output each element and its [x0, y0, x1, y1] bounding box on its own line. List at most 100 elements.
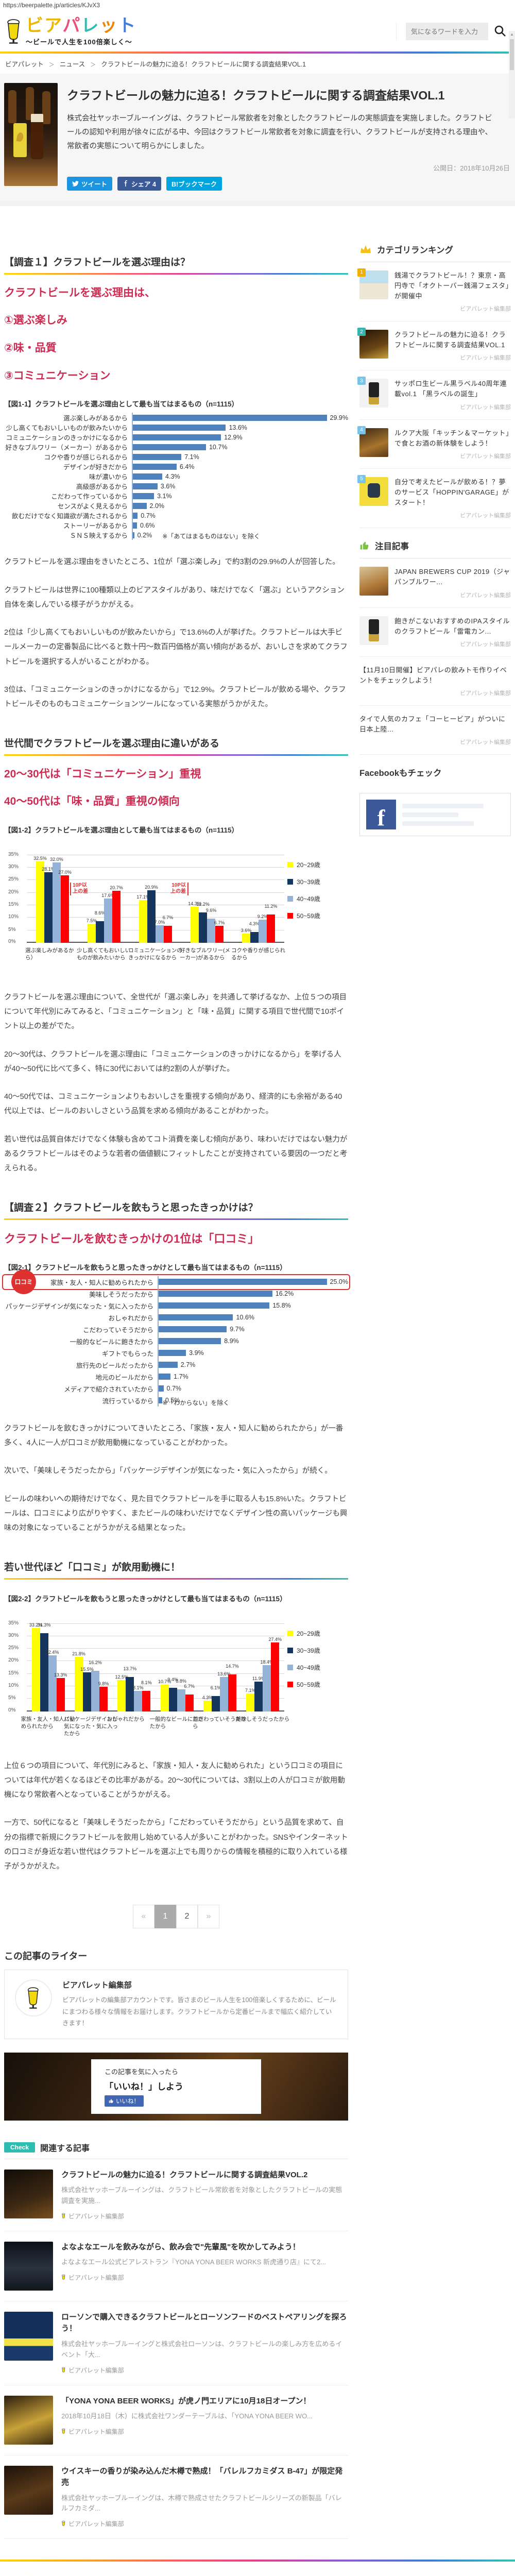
ranking-item[interactable]: 4 ルクア大阪「キッチン＆マーケット」で食とお酒の新体験をしよう！ ビアパレット編…	[357, 420, 511, 469]
breadcrumb-home[interactable]: ビアパレット	[5, 61, 44, 68]
category-label: ストーリーがあるから	[63, 522, 128, 530]
featured-item[interactable]: JAPAN BREWERS CUP 2019（ジャパンブルワー... ビアパレット…	[359, 558, 511, 608]
ranking-title[interactable]: サッポロ生ビール黒ラベル40周年連載vol.1 「黒ラベルの誕生」	[394, 380, 507, 398]
related-title[interactable]: よなよなエールを飲みながら、飲み会で"先輩風"を吹かしてみよう！	[61, 2242, 300, 2251]
facebook-plugin[interactable]: f	[359, 793, 511, 837]
value-label: 11.9%	[252, 1675, 265, 1681]
pagination-next[interactable]: »	[198, 1905, 219, 1929]
ranking-title[interactable]: ルクア大阪「キッチン＆マーケット」で食とお酒の新体験をしよう！	[394, 429, 510, 447]
value-label: 9.8%	[98, 1681, 109, 1686]
category-label: 美味しそうだったから	[235, 1716, 290, 1722]
value-label: 15.5%	[80, 1667, 94, 1672]
value-label: 12.2%	[196, 901, 210, 907]
related-article[interactable]: ウイスキーの香りが染み込んだ木樽で熟成！「バレルフカミダス B-47」が限定発売…	[4, 2455, 348, 2539]
value-label: 8.1%	[141, 1680, 152, 1686]
category-label: 旅行先のビールだったから	[76, 1362, 153, 1369]
bar: 7.0%	[154, 920, 165, 943]
y-tick-label: 0%	[8, 1707, 16, 1713]
facebook-share-button[interactable]: シェア 4	[117, 176, 161, 191]
writer-name[interactable]: ビアパレット編集部	[62, 1981, 132, 1990]
y-tick-label: 25%	[8, 876, 19, 883]
ranking-item[interactable]: 5 自分で考えたビールが飲める！？夢のサービス「HOPPIN'GARAGE」がス…	[357, 469, 511, 529]
related-article[interactable]: 「YONA YONA BEER WORKS」が虎ノ門エリアに10月18日オープン…	[4, 2385, 348, 2455]
article-thumbnail	[4, 2169, 53, 2218]
featured-item[interactable]: タイで人気のカフェ「コーヒービア」がついに日本上陸... ビアパレット編集部	[359, 706, 511, 755]
chart-row: メディアで紹介されていたから 0.7%	[4, 1382, 348, 1395]
facebook-like-button[interactable]: いいね！	[105, 2095, 144, 2107]
value-label: 8.8%	[176, 1678, 186, 1684]
related-title[interactable]: 「YONA YONA BEER WORKS」が虎ノ門エリアに10月18日オープン…	[61, 2396, 311, 2405]
chart-row: 地元のビールだから 1.7%	[4, 1370, 348, 1383]
featured-title[interactable]: タイで人気のカフェ「コーヒービア」がついに日本上陸...	[359, 715, 506, 734]
pagination-page-2[interactable]: 2	[176, 1905, 198, 1929]
breadcrumb-news[interactable]: ニュース	[59, 61, 85, 68]
related-article[interactable]: よなよなエールを飲みながら、飲み会で"先輩風"を吹かしてみよう！ よなよなエール…	[4, 2231, 348, 2301]
related-excerpt: よなよなエール公式ビアレストラン『YONA YONA BEER WORKS 新虎…	[61, 2258, 327, 2266]
pagination-prev[interactable]: «	[133, 1905, 154, 1929]
share-buttons: ツイート シェア 4 B!ブックマーク	[67, 176, 510, 191]
ranking-item[interactable]: 3 サッポロ生ビール黒ラベル40周年連載vol.1 「黒ラベルの誕生」 ビアパレッ…	[357, 370, 511, 420]
main-content: 【調査１】クラフトビールを選ぶ理由は？ クラフトビールを選ぶ理由は、 ①選ぶ楽し…	[2, 206, 350, 2539]
bar: 9.8%	[98, 1681, 109, 1711]
paragraph: クラフトビールを飲むきっかけについてきいたところ、「家族・友人・知人に勧められた…	[4, 1424, 344, 1448]
related-article[interactable]: ローソンで購入できるクラフトビールとローソンフードのベストペアリングを探ろう！ …	[4, 2301, 348, 2385]
bar: 6.1%	[211, 1685, 221, 1711]
value-label: 32.0%	[50, 857, 63, 862]
category-label: 選ぶ楽しみがあるから）	[25, 947, 74, 961]
bar: 33.2%	[29, 1622, 42, 1711]
category-label: コクや香りが感じられるから	[44, 454, 128, 462]
hatena-bookmark-button[interactable]: B!ブックマーク	[166, 176, 222, 191]
featured-item[interactable]: 飽きがこないおすすめのIPAスタイルのクラフトビール「雷電カン... ビアパレット…	[359, 608, 511, 657]
scrollbar-thumb[interactable]	[510, 39, 514, 70]
legend-swatch	[287, 878, 293, 885]
survey1-lead-1: ①選ぶ楽しみ	[4, 314, 67, 327]
y-tick-label: 0%	[8, 938, 16, 944]
legend-swatch	[287, 1630, 293, 1636]
ranking-title[interactable]: 自分で考えたビールが飲める！？夢のサービス「HOPPIN'GARAGE」がスター…	[394, 478, 509, 507]
chart-row: 一般的なビールに飽きたから 8.9%	[4, 1335, 348, 1347]
beer-icon	[62, 2367, 65, 2372]
search-input[interactable]	[406, 23, 488, 40]
bar	[159, 1302, 270, 1309]
bar	[159, 1385, 164, 1392]
category-label: こだわっていそうだから	[192, 1716, 247, 1730]
value-label: 7.0%	[154, 919, 165, 925]
ranking-item[interactable]: 2 クラフトビールの魅力に迫る！クラフトビールに関する調査結果VOL.1 ビアパレ…	[357, 321, 511, 371]
bar-group: 21.8% 15.5% 16.2% 9.8% パッケージデザインが気になった・気に入った…	[64, 1651, 118, 1737]
category-label: コクや香りが感じられるから	[231, 947, 285, 961]
search-button[interactable]	[493, 25, 507, 38]
scrollbar-up-icon[interactable]: ▲	[510, 32, 514, 37]
chart-fig2-2: 【図2-2】クラフトビールを飲もうと思ったきっかけとして最も当てはまるもの（n=…	[4, 1593, 348, 1745]
paragraph: 若い世代は品質自体だけでなく体験も含めてコト消費を楽しむ傾向があり、味わいだけで…	[4, 1135, 348, 1173]
featured-item[interactable]: 【11月10日開催】ビアパレの飲みトモ作りイベントをチェックしよう！ ビアパレット…	[359, 657, 511, 706]
value-label: 29.9%	[330, 414, 348, 421]
bar	[133, 463, 177, 470]
site-logo[interactable]: ビアパレット ～ビールで人生を100倍楽しく～	[5, 16, 136, 46]
related-author: ビアパレット編集部	[61, 2366, 348, 2375]
value-label: 31.3%	[37, 1622, 51, 1628]
ranking-title[interactable]: 銭湯でクラフトビール！？東京・高円寺で「オクトーバー銭湯フェスタ」が開催中	[394, 271, 509, 300]
y-tick-label: 30%	[8, 1632, 19, 1638]
bar: 31.3%	[38, 1622, 50, 1711]
ranking-title[interactable]: クラフトビールの魅力に迫る！クラフトビールに関する調査結果VOL.1	[394, 331, 506, 349]
bar-group: 32.5% 28.1% 32.0% 27.0% 選ぶ楽しみがあるから）	[25, 856, 74, 961]
featured-title[interactable]: 【11月10日開催】ビアパレの飲みトモ作りイベントをチェックしよう！	[359, 666, 507, 685]
tweet-button[interactable]: ツイート	[67, 176, 113, 191]
bar	[133, 493, 154, 499]
featured-title[interactable]: 飽きがこないおすすめのIPAスタイルのクラフトビール「雷電カン...	[394, 617, 510, 635]
ranking-item[interactable]: 1 銭湯でクラフトビール！？東京・高円寺で「オクトーバー銭湯フェスタ」が開催中ビ…	[357, 262, 511, 322]
related-title[interactable]: クラフトビールの魅力に迫る！クラフトビールに関する調査結果VOL.2	[61, 2170, 308, 2179]
featured-title[interactable]: JAPAN BREWERS CUP 2019（ジャパンブルワー...	[394, 568, 510, 586]
y-tick-label: 10%	[8, 1682, 19, 1688]
scrollbar[interactable]: ▲	[509, 31, 515, 118]
survey1-lead-3: ③コミュニケーション	[4, 369, 111, 382]
wom-heading: 若い世代ほど「口コミ」が飲用動機に！	[4, 1560, 348, 1580]
related-title[interactable]: ウイスキーの香りが染み込んだ木樽で熟成！「バレルフカミダス B-47」が限定発売	[61, 2466, 343, 2487]
pagination-page-1[interactable]: 1	[154, 1905, 176, 1929]
value-label: 12.9%	[224, 433, 243, 441]
chart-row: 味が濃いから 4.3%	[4, 471, 348, 482]
ranking-author: ビアパレット編集部	[460, 355, 511, 362]
related-article[interactable]: クラフトビールの魅力に迫る！クラフトビールに関する調査結果VOL.2 株式会社ヤ…	[4, 2159, 348, 2231]
figure-caption: 【図1-2】クラフトビールを選ぶ理由として最も当てはまるもの（n=1115）	[4, 826, 239, 834]
related-title[interactable]: ローソンで購入できるクラフトビールとローソンフードのベストペアリングを探ろう！	[61, 2312, 347, 2333]
